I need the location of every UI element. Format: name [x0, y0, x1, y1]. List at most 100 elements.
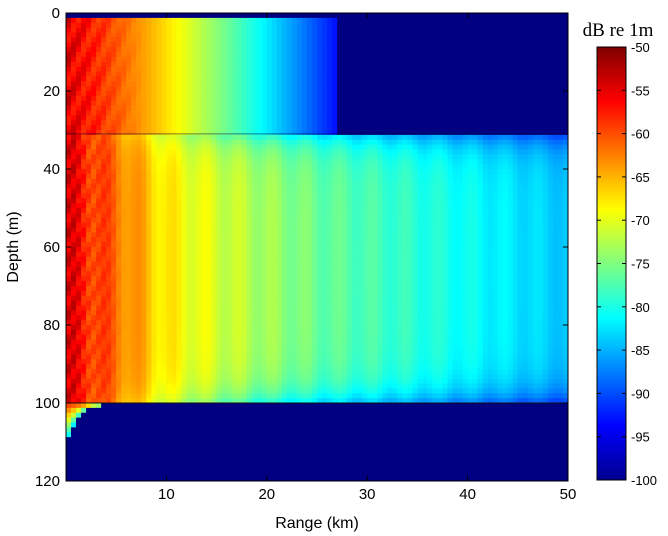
- heatmap-cell: [211, 315, 218, 321]
- heatmap-cell: [271, 13, 278, 19]
- heatmap-cell: [246, 437, 253, 443]
- heatmap-cell: [221, 256, 228, 263]
- heatmap-cell: [266, 139, 273, 146]
- heatmap-cell: [171, 95, 178, 102]
- heatmap-cell: [211, 359, 218, 365]
- heatmap-cell: [322, 120, 328, 126]
- heatmap-cell: [256, 130, 263, 136]
- heatmap-cell: [306, 105, 313, 112]
- heatmap-cell: [161, 37, 167, 43]
- heatmap-cell: [256, 456, 263, 463]
- heatmap-cell: [311, 47, 318, 53]
- heatmap-cell: [111, 344, 117, 350]
- heatmap-cell: [276, 217, 283, 224]
- heatmap-cell: [201, 471, 208, 477]
- heatmap-cell: [236, 256, 243, 263]
- heatmap-cell: [166, 417, 173, 424]
- heatmap-cell: [291, 227, 298, 233]
- heatmap-cell: [226, 193, 233, 199]
- heatmap-cell: [281, 61, 288, 68]
- heatmap-cell: [131, 281, 137, 287]
- heatmap-cell: [156, 325, 162, 331]
- heatmap-cell: [111, 237, 117, 243]
- heatmap-cell: [322, 393, 328, 399]
- heatmap-cell: [236, 149, 243, 155]
- heatmap-cell: [276, 86, 283, 92]
- heatmap-cell: [151, 344, 157, 350]
- heatmap-cell: [216, 37, 223, 43]
- heatmap-cell: [256, 310, 263, 316]
- heatmap-cell: [71, 295, 77, 302]
- heatmap-cell: [116, 320, 122, 326]
- heatmap-cell: [96, 61, 102, 68]
- heatmap-cell: [317, 56, 323, 63]
- heatmap-cell: [146, 110, 152, 116]
- heatmap-cell: [256, 451, 263, 458]
- heatmap-cell: [251, 164, 258, 170]
- heatmap-cell: [71, 290, 77, 297]
- heatmap-cell: [322, 476, 328, 481]
- heatmap-cell: [201, 125, 208, 131]
- heatmap-cell: [201, 466, 208, 472]
- heatmap-cell: [221, 22, 228, 29]
- heatmap-cell: [317, 91, 323, 97]
- heatmap-cell: [266, 232, 273, 238]
- heatmap-cell: [291, 266, 298, 272]
- heatmap-cell: [71, 281, 77, 287]
- heatmap-cell: [161, 105, 167, 112]
- heatmap-cell: [91, 217, 97, 224]
- heatmap-cell: [246, 130, 253, 136]
- heatmap-cell: [126, 466, 132, 472]
- heatmap-cell: [246, 466, 253, 472]
- heatmap-cell: [266, 159, 273, 165]
- heatmap-cell: [231, 139, 238, 146]
- heatmap-cell: [96, 422, 102, 428]
- heatmap-cell: [266, 251, 273, 258]
- heatmap-cell: [91, 286, 97, 292]
- heatmap-cell: [271, 217, 278, 224]
- heatmap-cell: [241, 37, 248, 43]
- heatmap-cell: [146, 227, 152, 233]
- heatmap-cell: [216, 86, 223, 92]
- heatmap-cell: [231, 13, 238, 19]
- heatmap-cell: [301, 227, 308, 233]
- heatmap-cell: [136, 237, 142, 243]
- heatmap-cell: [306, 222, 313, 229]
- heatmap-cell: [246, 393, 253, 399]
- heatmap-cell: [131, 398, 137, 404]
- heatmap-cell: [301, 164, 308, 170]
- heatmap-cell: [66, 76, 72, 82]
- heatmap-cell: [91, 154, 97, 160]
- heatmap-cell: [251, 271, 258, 277]
- heatmap-cell: [296, 164, 303, 170]
- heatmap-cell: [286, 198, 293, 204]
- heatmap-cell: [286, 217, 293, 224]
- heatmap-cell: [101, 232, 107, 238]
- heatmap-cell: [266, 17, 273, 24]
- heatmap-cell: [121, 105, 127, 112]
- heatmap-cell: [141, 364, 147, 370]
- heatmap-cell: [296, 100, 303, 107]
- heatmap-cell: [91, 125, 97, 131]
- heatmap-cell: [301, 422, 308, 428]
- heatmap-cell: [251, 339, 258, 346]
- heatmap-cell: [116, 290, 122, 297]
- heatmap-cell: [236, 66, 243, 73]
- heatmap-cell: [86, 364, 92, 370]
- heatmap-cell: [66, 208, 72, 214]
- heatmap-cell: [191, 110, 198, 116]
- heatmap-cell: [311, 271, 318, 277]
- heatmap-cell: [311, 237, 318, 243]
- heatmap-cell: [236, 130, 243, 136]
- heatmap-cell: [206, 164, 213, 170]
- heatmap-cell: [306, 95, 313, 102]
- heatmap-cell: [281, 281, 288, 287]
- heatmap-cell: [81, 388, 87, 394]
- heatmap-cell: [306, 290, 313, 297]
- heatmap-cell: [91, 476, 97, 481]
- heatmap-cell: [241, 271, 248, 277]
- heatmap-cell: [206, 159, 213, 165]
- heatmap-cell: [176, 471, 183, 477]
- heatmap-cell: [286, 115, 293, 121]
- heatmap-cell: [121, 344, 127, 350]
